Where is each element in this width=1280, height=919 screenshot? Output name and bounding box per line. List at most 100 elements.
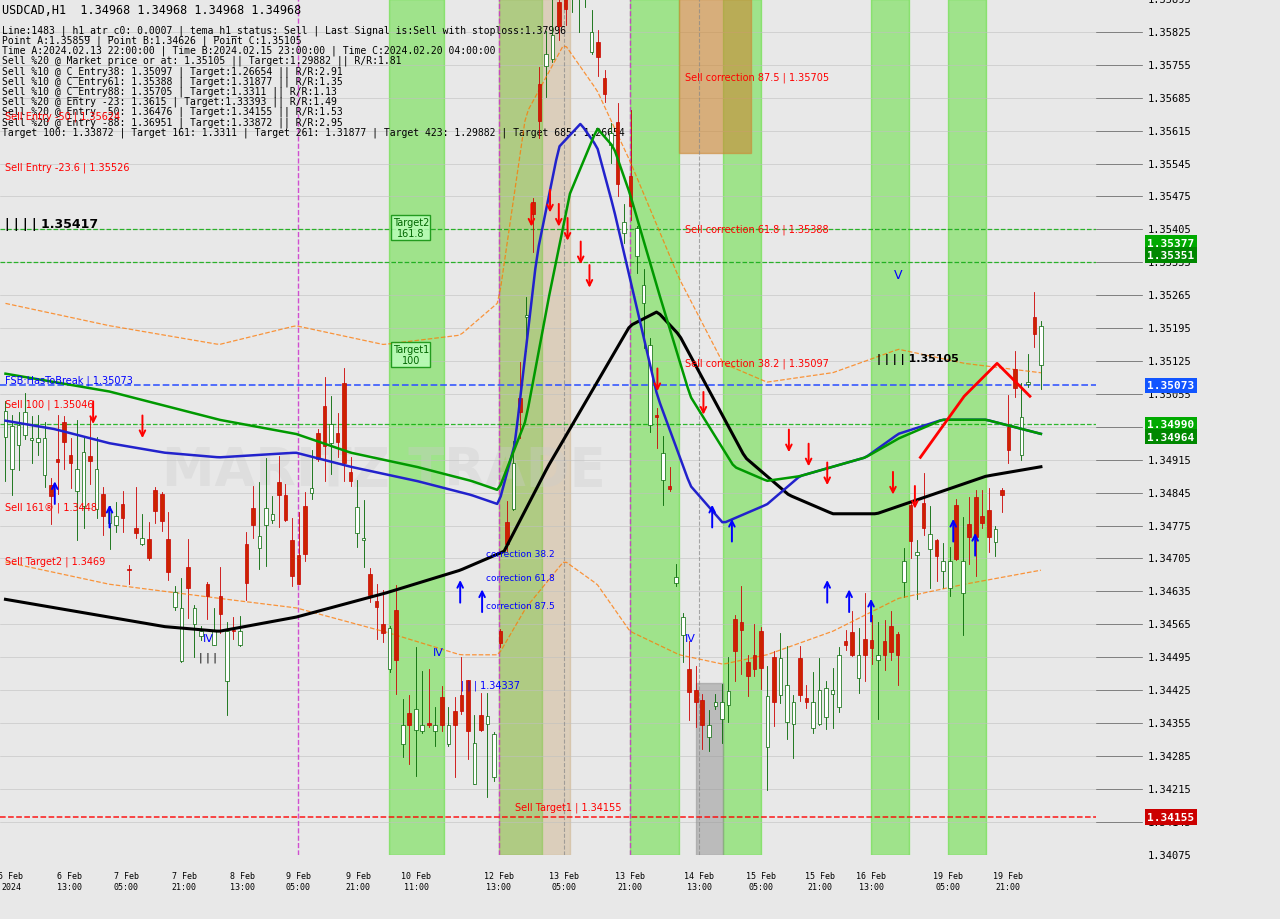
Bar [303, 506, 307, 554]
Text: Time A:2024.02.13 22:00:00 | Time B:2024.02.15 23:00:00 | Time C:2024.02.20 04:0: Time A:2024.02.13 22:00:00 | Time B:2024… [3, 45, 495, 56]
Text: 1.35377: 1.35377 [1147, 238, 1194, 248]
Text: Sell %20 @ Entry -88: 1.36951 | Target:1.33872 || R/R:2.95: Sell %20 @ Entry -88: 1.36951 | Target:1… [3, 117, 343, 128]
Bar [88, 457, 92, 461]
Bar [837, 655, 841, 708]
Bar [915, 552, 919, 555]
Bar [186, 567, 189, 588]
Text: 1.34705: 1.34705 [1147, 554, 1190, 564]
Bar [251, 508, 255, 526]
Bar [824, 688, 828, 718]
Text: MARITZ TRADE: MARITZ TRADE [161, 444, 605, 496]
Text: 1.35825: 1.35825 [1147, 28, 1190, 38]
Text: Line:1483 | h1_atr_c0: 0.0007 | tema_h1_status: Sell | Last Signal is:Sell with : Line:1483 | h1_atr_c0: 0.0007 | tema_h1_… [3, 25, 566, 36]
Text: Point A:1.35859 | Point B:1.34626 | Point C:1.35105: Point A:1.35859 | Point B:1.34626 | Poin… [3, 35, 302, 46]
Text: correction 87.5: correction 87.5 [486, 601, 554, 610]
Bar [492, 734, 495, 777]
Bar [114, 516, 118, 526]
Text: 1.35895: 1.35895 [1147, 0, 1190, 5]
Bar [922, 504, 925, 528]
Bar [388, 629, 392, 669]
Bar [264, 509, 268, 526]
Text: 15 Feb
05:00: 15 Feb 05:00 [746, 871, 777, 891]
Text: Target1
100: Target1 100 [393, 345, 429, 366]
Bar [1006, 428, 1010, 450]
Bar [870, 640, 873, 648]
Bar [961, 562, 965, 594]
Bar [1000, 491, 1004, 495]
Bar [160, 494, 164, 522]
Bar [291, 540, 294, 577]
Text: Sell 100 | 1.35046: Sell 100 | 1.35046 [5, 399, 93, 409]
Bar [42, 438, 46, 476]
Bar [902, 562, 906, 582]
Bar [622, 223, 626, 233]
Bar [987, 511, 991, 538]
Text: IV: IV [685, 633, 696, 643]
Bar [872, 0, 909, 855]
Bar [759, 631, 763, 668]
Text: 1.35125: 1.35125 [1147, 357, 1190, 367]
Text: Sell %10 @ C_Entry38: 1.35097 | Target:1.26654 || R/R:2.91: Sell %10 @ C_Entry38: 1.35097 | Target:1… [3, 66, 343, 76]
Bar [120, 505, 124, 518]
Text: V: V [895, 268, 902, 281]
Text: 1.34075: 1.34075 [1147, 850, 1190, 859]
Bar [512, 464, 516, 509]
Bar [955, 505, 957, 560]
Bar [485, 716, 489, 724]
Bar [883, 641, 886, 655]
Text: 8 Feb
13:00: 8 Feb 13:00 [229, 871, 255, 891]
Bar [76, 469, 79, 492]
Bar [29, 438, 33, 441]
Bar [531, 202, 535, 215]
Bar [818, 690, 822, 724]
Text: 1.35475: 1.35475 [1147, 192, 1190, 202]
Text: 13 Feb
05:00: 13 Feb 05:00 [549, 871, 580, 891]
Text: Sell correction 61.8 | 1.35388: Sell correction 61.8 | 1.35388 [685, 224, 828, 234]
Text: 1.34495: 1.34495 [1147, 652, 1190, 663]
Bar [563, 0, 567, 10]
Text: 1.34915: 1.34915 [1147, 455, 1190, 465]
Text: IV: IV [202, 633, 214, 643]
Text: 1.35755: 1.35755 [1147, 61, 1190, 71]
Bar [772, 657, 776, 702]
Bar [1027, 382, 1029, 384]
Bar [101, 494, 105, 516]
Bar [753, 655, 756, 669]
Bar [23, 413, 27, 436]
Bar [375, 601, 379, 607]
Bar [518, 399, 522, 413]
Bar [212, 631, 215, 645]
Text: 16 Feb
13:00: 16 Feb 13:00 [856, 871, 886, 891]
Bar [407, 714, 411, 725]
Bar [428, 723, 430, 725]
Bar [219, 596, 223, 614]
Bar [36, 438, 40, 442]
Text: 1.34215: 1.34215 [1147, 784, 1190, 794]
Text: Sell Target2 | 1.3469: Sell Target2 | 1.3469 [5, 556, 106, 566]
Bar [544, 55, 548, 67]
Bar [863, 639, 867, 655]
Text: Sell %20 @ Entry -23: 1.3615 | Target:1.33393 || R/R:1.49: Sell %20 @ Entry -23: 1.3615 | Target:1.… [3, 96, 337, 108]
Bar [499, 631, 502, 643]
Bar [69, 456, 73, 463]
Bar [323, 407, 326, 446]
Text: 1.35405: 1.35405 [1147, 225, 1190, 235]
Text: 12 Feb
13:00: 12 Feb 13:00 [484, 871, 513, 891]
Bar [200, 631, 202, 636]
Bar [740, 622, 744, 630]
Bar [284, 495, 287, 521]
Bar [765, 697, 769, 747]
Text: 1.34775: 1.34775 [1147, 521, 1190, 531]
Bar [192, 608, 196, 625]
Bar [727, 691, 730, 705]
Text: 10 Feb
11:00: 10 Feb 11:00 [402, 871, 431, 891]
Text: 1.34285: 1.34285 [1147, 751, 1190, 761]
Bar [635, 229, 639, 256]
Bar [49, 485, 52, 496]
Text: 1.35055: 1.35055 [1147, 390, 1190, 400]
Text: 1.35615: 1.35615 [1147, 127, 1190, 137]
Bar [896, 634, 900, 655]
Bar [680, 0, 750, 153]
Text: Sell Entry -23.6 | 1.35526: Sell Entry -23.6 | 1.35526 [5, 163, 131, 174]
Text: 1.34565: 1.34565 [1147, 619, 1190, 630]
